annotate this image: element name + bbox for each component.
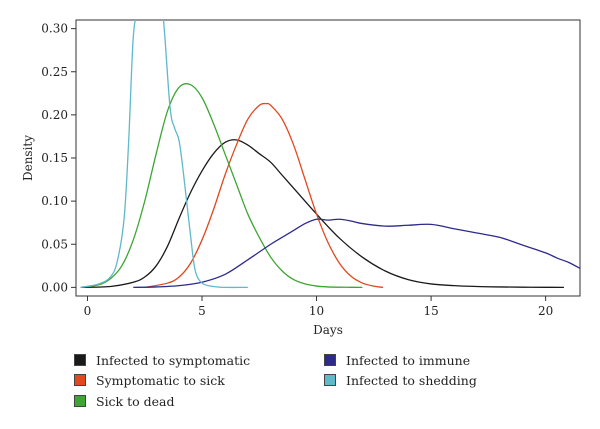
series-line-4: [133, 218, 580, 289]
y-tick-label: 0.10: [41, 194, 68, 208]
y-tick-label: 0.05: [41, 237, 68, 251]
legend-item: Infected to symptomatic: [74, 352, 250, 368]
x-tick-label: 5: [198, 304, 206, 318]
y-axis-title: Density: [21, 135, 35, 181]
legend-swatch: [74, 354, 86, 366]
series-line-3: [80, 82, 363, 289]
legend-item: Symptomatic to sick: [74, 372, 225, 388]
y-tick-label: 0.25: [41, 65, 68, 79]
legend-label: Sick to dead: [96, 393, 175, 409]
x-tick-label: 0: [84, 304, 92, 318]
y-tick-label: 0.00: [41, 280, 68, 294]
legend-label: Infected to immune: [346, 352, 471, 368]
x-tick-label: 10: [309, 304, 324, 318]
y-tick-label: 0.15: [41, 151, 68, 165]
y-tick-label: 0.30: [41, 22, 68, 36]
legend-item: Infected to immune: [324, 352, 470, 368]
x-axis: 0 5 10 15 20: [84, 296, 553, 318]
legend: Infected to symptomatic Symptomatic to si…: [74, 352, 544, 414]
series-line-5: [80, 20, 248, 289]
legend-label: Infected to symptomatic: [96, 352, 251, 368]
legend-label: Symptomatic to sick: [96, 372, 225, 388]
x-tick-label: 15: [423, 304, 438, 318]
series-line-2: [144, 102, 384, 289]
legend-item: Sick to dead: [74, 393, 175, 409]
y-tick-label: 0.20: [41, 108, 68, 122]
legend-swatch: [324, 354, 336, 366]
legend-swatch: [74, 374, 86, 386]
series-layer: [80, 20, 580, 289]
legend-swatch: [324, 374, 336, 386]
plot-frame: [75, 19, 581, 297]
legend-label: Infected to shedding: [346, 372, 477, 388]
legend-swatch: [74, 395, 86, 407]
x-axis-title: Days: [313, 323, 343, 337]
series-line-1: [80, 139, 564, 289]
x-tick-label: 20: [538, 304, 553, 318]
legend-item: Infected to shedding: [324, 372, 477, 388]
y-axis: 0.00 0.05 0.10 0.15 0.20 0.25 0.30: [41, 22, 76, 294]
